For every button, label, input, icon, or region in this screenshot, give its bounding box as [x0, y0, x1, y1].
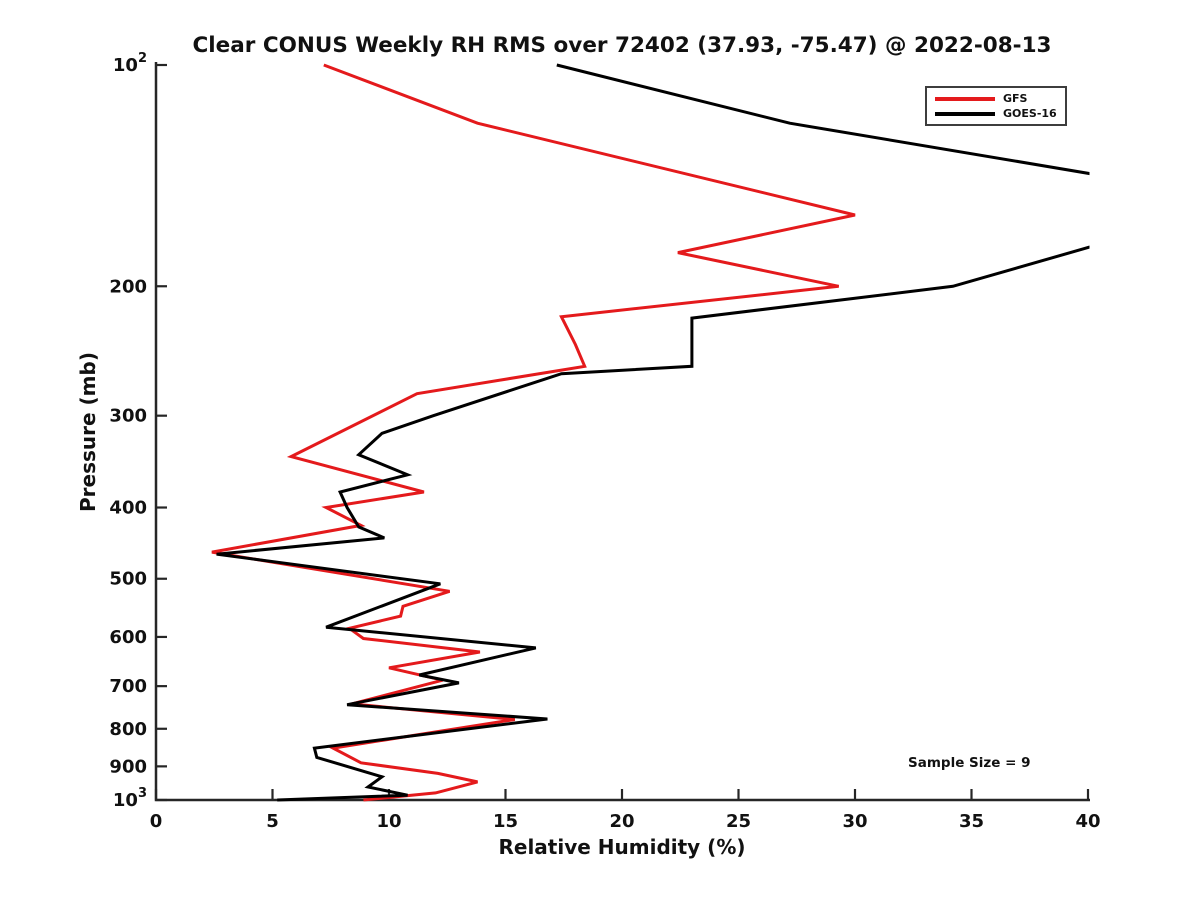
chart-title: Clear CONUS Weekly RH RMS over 72402 (37…	[192, 33, 1052, 58]
y-tick-label: 103	[113, 786, 147, 811]
legend-label-gfs: GFS	[1003, 92, 1028, 105]
legend-item-gfs: GFS	[935, 93, 1057, 104]
y-tick-label: 600	[109, 627, 147, 648]
legend-item-goes16: GOES-16	[935, 108, 1057, 119]
goes16-series-line	[216, 63, 1090, 802]
x-tick-label: 10	[376, 811, 401, 832]
gfs-line-swatch	[935, 96, 995, 101]
y-tick-label: 200	[109, 276, 147, 297]
y-tick-label: 400	[109, 498, 147, 519]
y-tick-label: 300	[109, 406, 147, 427]
y-tick-label: 102	[113, 51, 147, 76]
axis-spines	[154, 62, 1090, 802]
x-axis-label: Relative Humidity (%)	[498, 835, 746, 859]
y-tick-label: 500	[109, 569, 147, 590]
legend-label-goes16: GOES-16	[1003, 107, 1057, 120]
goes16-line-swatch	[935, 111, 995, 116]
x-tick-label: 0	[150, 811, 163, 832]
x-tick-label: 15	[493, 811, 518, 832]
y-tick-label: 800	[109, 719, 147, 740]
x-tick-label: 35	[959, 811, 984, 832]
sample-size-annotation: Sample Size = 9	[908, 755, 1031, 771]
x-tick-label: 30	[842, 811, 867, 832]
y-tick-label: 700	[109, 676, 147, 697]
y-tick-label: 900	[109, 756, 147, 777]
gfs-series-line	[211, 63, 856, 802]
x-tick-label: 5	[266, 811, 279, 832]
x-tick-label: 25	[726, 811, 751, 832]
legend: GFS GOES-16	[925, 86, 1067, 126]
y-axis-label: Pressure (mb)	[76, 352, 100, 512]
x-tick-label: 20	[609, 811, 634, 832]
x-tick-label: 40	[1075, 811, 1100, 832]
